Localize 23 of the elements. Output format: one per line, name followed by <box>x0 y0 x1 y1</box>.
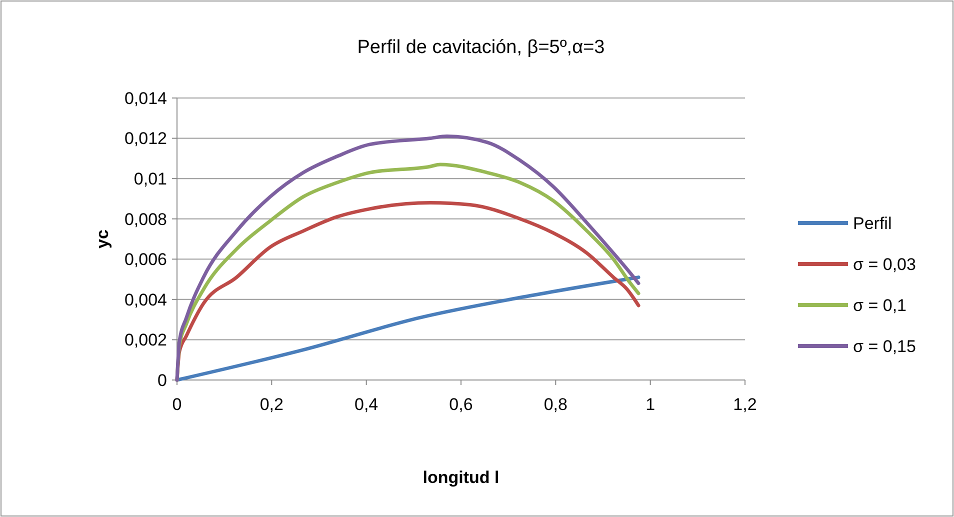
y-tick-label: 0,008 <box>124 210 167 229</box>
x-tick-label: 0,6 <box>449 395 473 414</box>
x-tick-label: 1 <box>646 395 656 414</box>
y-tick-label: 0,002 <box>124 330 167 350</box>
x-tick-label: 0 <box>172 395 182 414</box>
x-tick-label: 0,2 <box>260 395 284 414</box>
x-tick-label: 1,2 <box>733 395 757 414</box>
x-tick-label: 0,8 <box>544 395 568 414</box>
legend-label: Perfil <box>853 214 892 233</box>
line-series <box>175 276 640 382</box>
y-tick-label: 0,01 <box>134 170 167 189</box>
legend-label: σ = 0,03 <box>853 254 916 274</box>
x-tick-label: 0,4 <box>354 395 378 414</box>
legend-label: σ = 0,1 <box>853 296 906 315</box>
x-axis-title: longitud l <box>422 468 500 487</box>
y-tick-label: 0,006 <box>124 250 167 270</box>
chart-title: Perfil de cavitación, β=5º,α=3 <box>357 37 605 58</box>
legend-label: σ = 0,15 <box>853 336 916 356</box>
y-tick-label: 0,014 <box>124 88 167 108</box>
y-axis-title: yc <box>93 230 112 248</box>
y-tick-label: 0,012 <box>124 129 167 148</box>
y-tick-label: 0,004 <box>124 290 167 310</box>
y-tick-label: 0 <box>158 370 167 390</box>
